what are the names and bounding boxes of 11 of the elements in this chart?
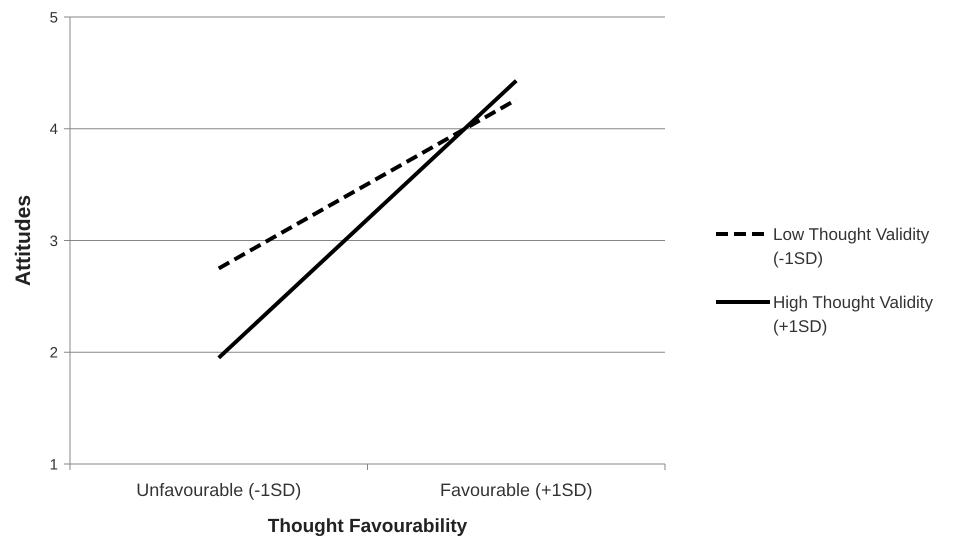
legend-label: High Thought Validity (+1SD) <box>773 292 934 336</box>
x-axis-title: Thought Favourability <box>268 516 468 537</box>
y-tick-label: 4 <box>50 121 58 138</box>
y-tick-label: 2 <box>50 344 58 362</box>
y-tick-label: 1 <box>50 456 58 474</box>
y-tick-label: 5 <box>50 9 58 26</box>
y-tick-label: 3 <box>50 232 58 250</box>
y-axis-title: Attitudes <box>12 195 35 286</box>
x-tick-label: Unfavourable (-1SD) <box>136 480 302 500</box>
legend-label: Low Thought Validity (-1SD) <box>773 224 930 268</box>
x-tick-label: Favourable (+1SD) <box>440 480 593 500</box>
